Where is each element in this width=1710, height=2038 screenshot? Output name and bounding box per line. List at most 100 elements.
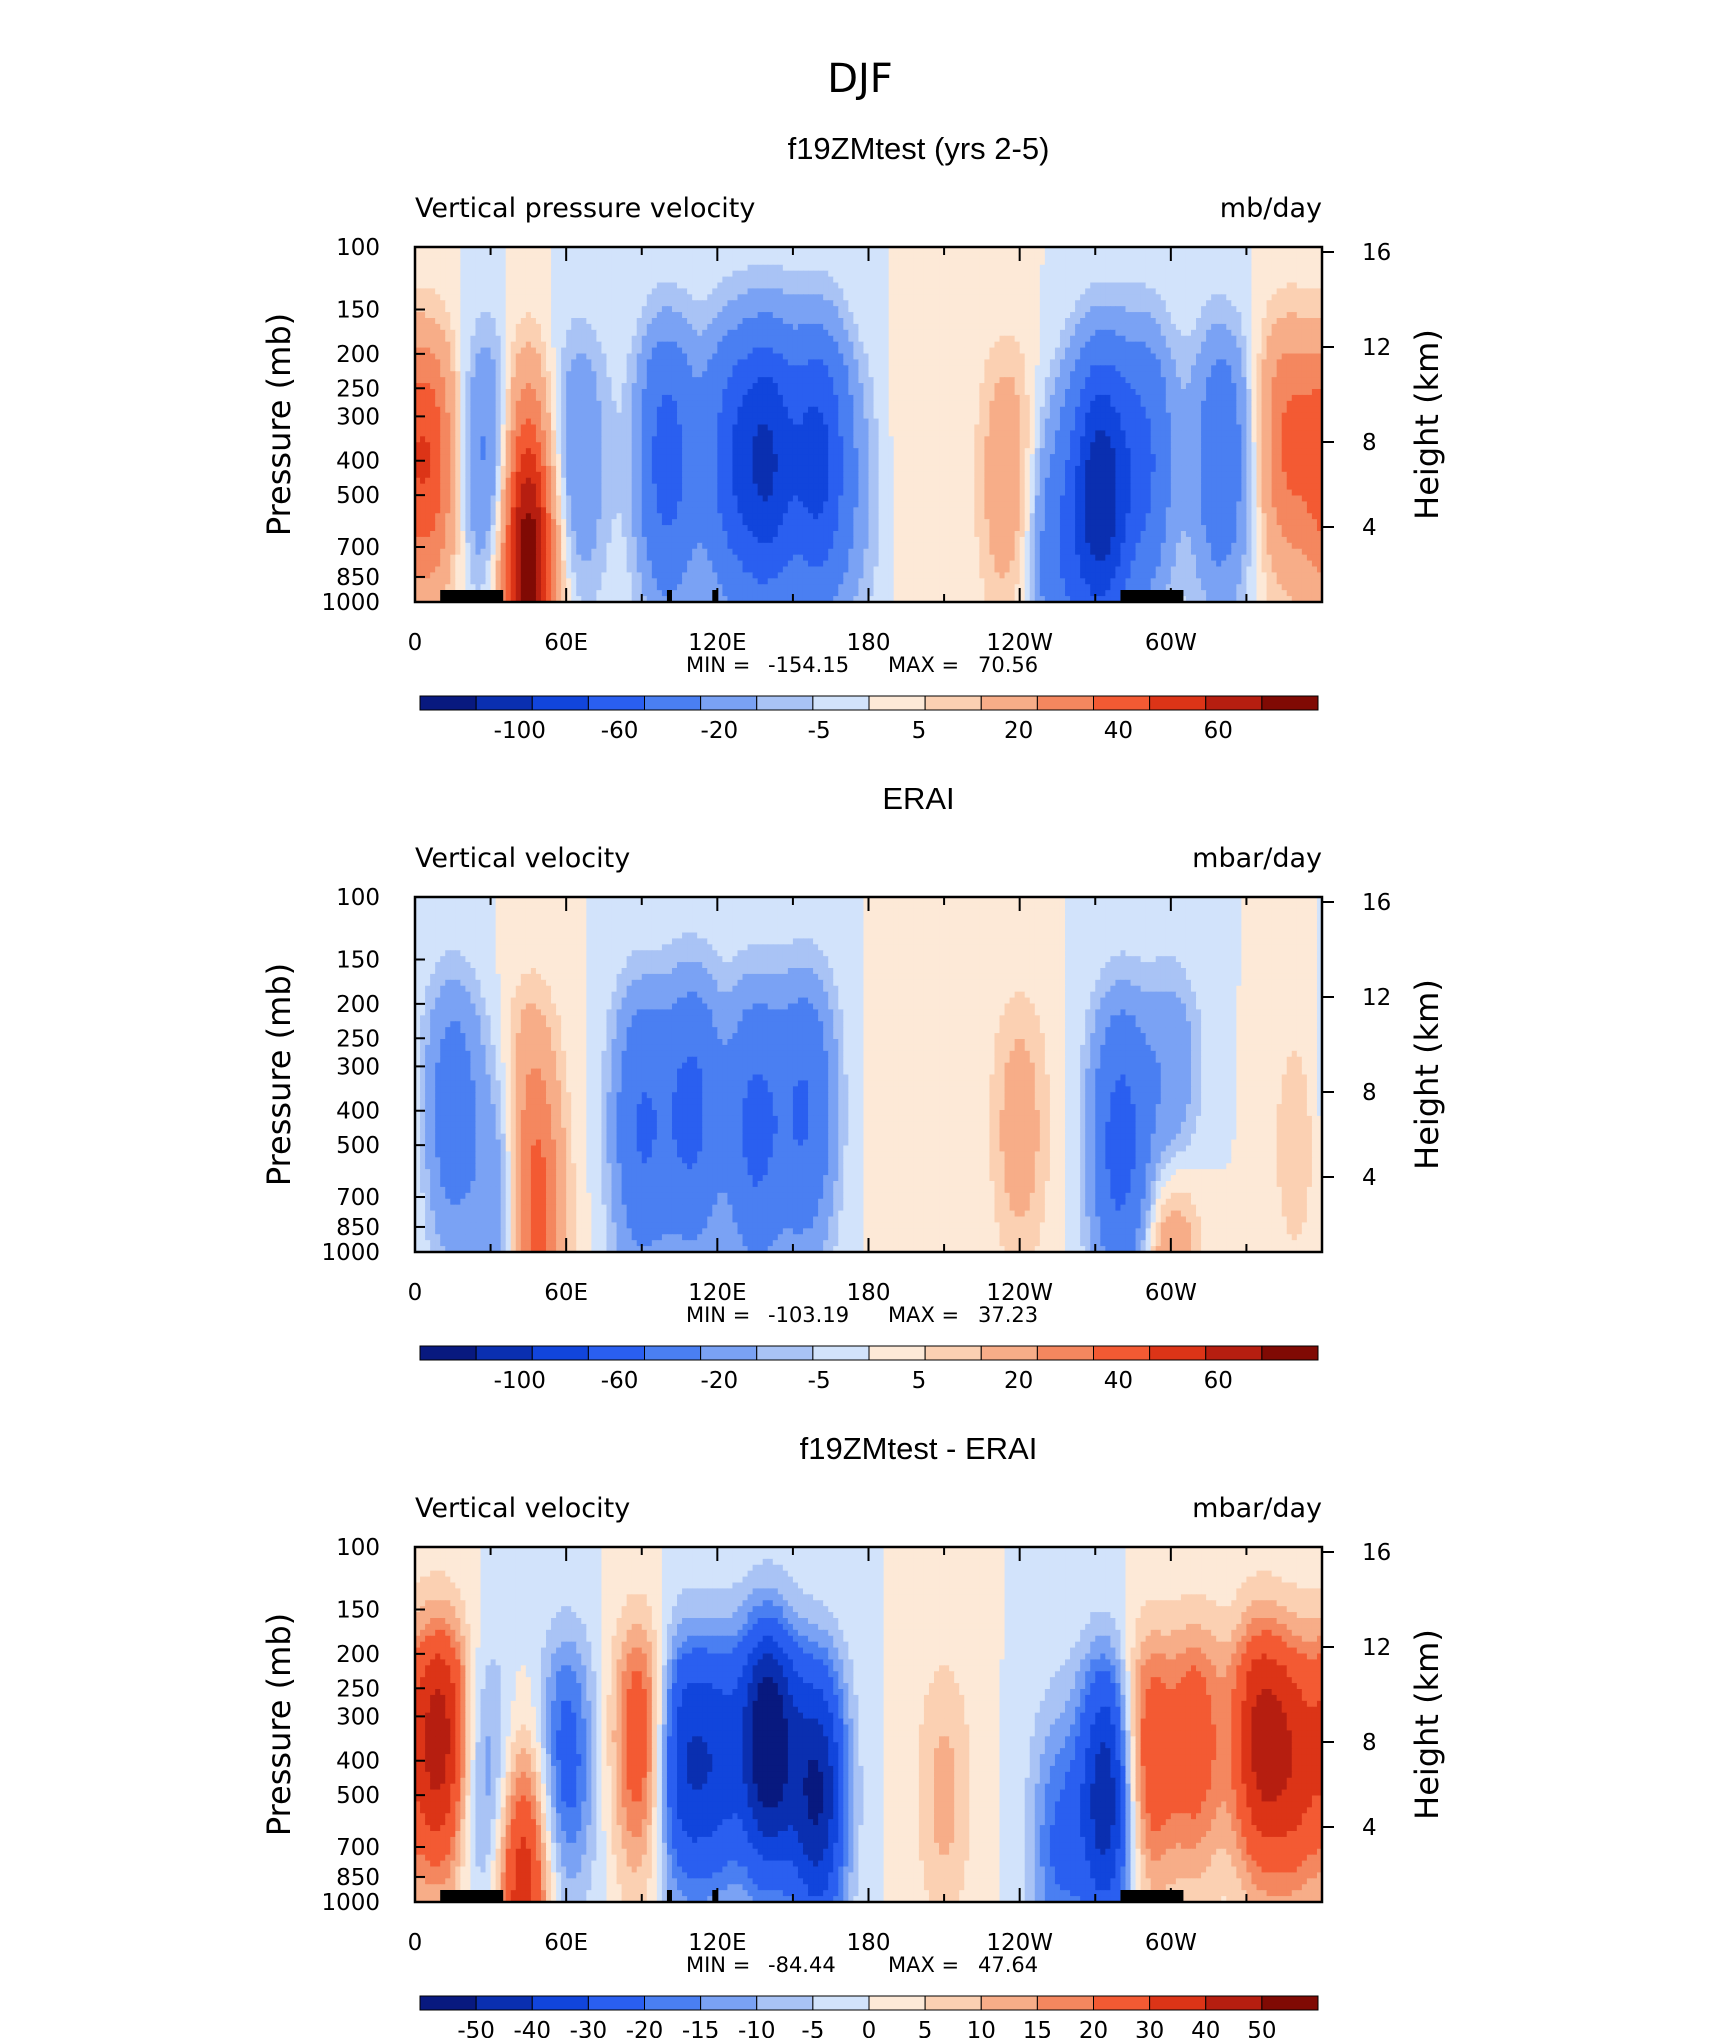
field-cell [651, 294, 658, 301]
field-cell [551, 394, 557, 402]
field-cell [974, 312, 980, 319]
field-cell [838, 329, 844, 337]
field-cell [631, 329, 638, 337]
field-cell [868, 400, 875, 408]
field-cell [707, 406, 713, 414]
field-cell [853, 329, 860, 337]
field-cell [546, 406, 552, 414]
field-cell [510, 335, 517, 343]
field-cell [883, 341, 890, 349]
field-cell [1095, 323, 1101, 331]
field-cell [475, 400, 482, 408]
field-cell [515, 247, 522, 254]
field-cell [692, 377, 698, 384]
field-cell [1190, 247, 1197, 254]
field-cell [1266, 288, 1273, 295]
field-cell [631, 258, 638, 266]
field-cell [767, 371, 774, 378]
field-cell [954, 341, 960, 349]
field-cell [853, 312, 860, 319]
field-cell [445, 252, 451, 260]
field-cell [923, 365, 930, 372]
field-cell [1080, 247, 1086, 254]
field-cell [611, 359, 618, 366]
field-cell [1145, 323, 1152, 331]
field-cell [415, 288, 421, 295]
field-cell [576, 353, 582, 361]
field-cell [475, 270, 482, 278]
field-cell [1150, 377, 1157, 384]
field-cell [440, 252, 446, 260]
field-cell [1115, 258, 1122, 266]
field-cell [994, 394, 1001, 402]
field-cell [979, 341, 985, 349]
field-cell [1216, 288, 1222, 295]
field-cell [1286, 365, 1293, 372]
field-cell [646, 276, 653, 284]
field-cell [1120, 383, 1127, 390]
field-cell [1115, 300, 1122, 307]
field-cell [671, 294, 678, 301]
field-cell [964, 329, 970, 337]
field-cell [682, 258, 688, 266]
field-cell [903, 377, 910, 384]
field-cell [1185, 389, 1192, 396]
field-cell [1261, 306, 1268, 313]
field-cell [641, 282, 648, 290]
field-cell [944, 247, 950, 254]
field-cell [994, 306, 1001, 313]
field-cell [601, 389, 608, 396]
field-cell [515, 359, 522, 366]
field-cell [561, 323, 567, 331]
field-cell [1034, 270, 1041, 278]
field-cell [1075, 389, 1081, 396]
field-cell [601, 406, 608, 414]
field-cell [1266, 264, 1273, 272]
field-cell [934, 329, 940, 337]
field-cell [530, 406, 537, 414]
field-cell [858, 365, 865, 372]
field-cell [1110, 359, 1117, 366]
field-cell [445, 323, 451, 331]
field-cell [1085, 329, 1091, 337]
field-cell [450, 400, 456, 408]
field-cell [858, 300, 865, 307]
field-cell [903, 247, 910, 254]
field-cell [556, 294, 562, 301]
field-cell [823, 276, 829, 284]
field-cell [661, 341, 668, 349]
field-cell [833, 389, 839, 396]
field-cell [445, 365, 451, 372]
field-cell [495, 347, 502, 355]
field-cell [702, 323, 708, 331]
field-cell [1231, 252, 1237, 260]
field-cell [1080, 300, 1086, 307]
field-cell [485, 318, 492, 325]
field-cell [727, 353, 734, 361]
field-cell [828, 288, 834, 295]
field-cell [465, 276, 472, 284]
field-cell [455, 247, 461, 254]
field-cell [1065, 359, 1071, 366]
field-cell [425, 300, 431, 307]
field-cell [1080, 329, 1086, 337]
field-cell [611, 318, 618, 325]
field-cell [712, 306, 718, 313]
field-cell [631, 252, 638, 260]
field-cell [1211, 318, 1217, 325]
field-cell [641, 359, 648, 366]
field-cell [641, 247, 648, 254]
field-cell [843, 359, 849, 366]
field-cell [646, 306, 653, 313]
field-cell [727, 341, 734, 349]
field-cell [540, 247, 547, 254]
field-cell [450, 318, 456, 325]
field-cell [1100, 270, 1106, 278]
field-cell [636, 389, 643, 396]
field-cell [495, 264, 502, 272]
field-cell [1080, 264, 1086, 272]
field-cell [1140, 341, 1147, 349]
field-cell [661, 270, 668, 278]
field-cell [964, 353, 970, 361]
field-cell [949, 347, 955, 355]
